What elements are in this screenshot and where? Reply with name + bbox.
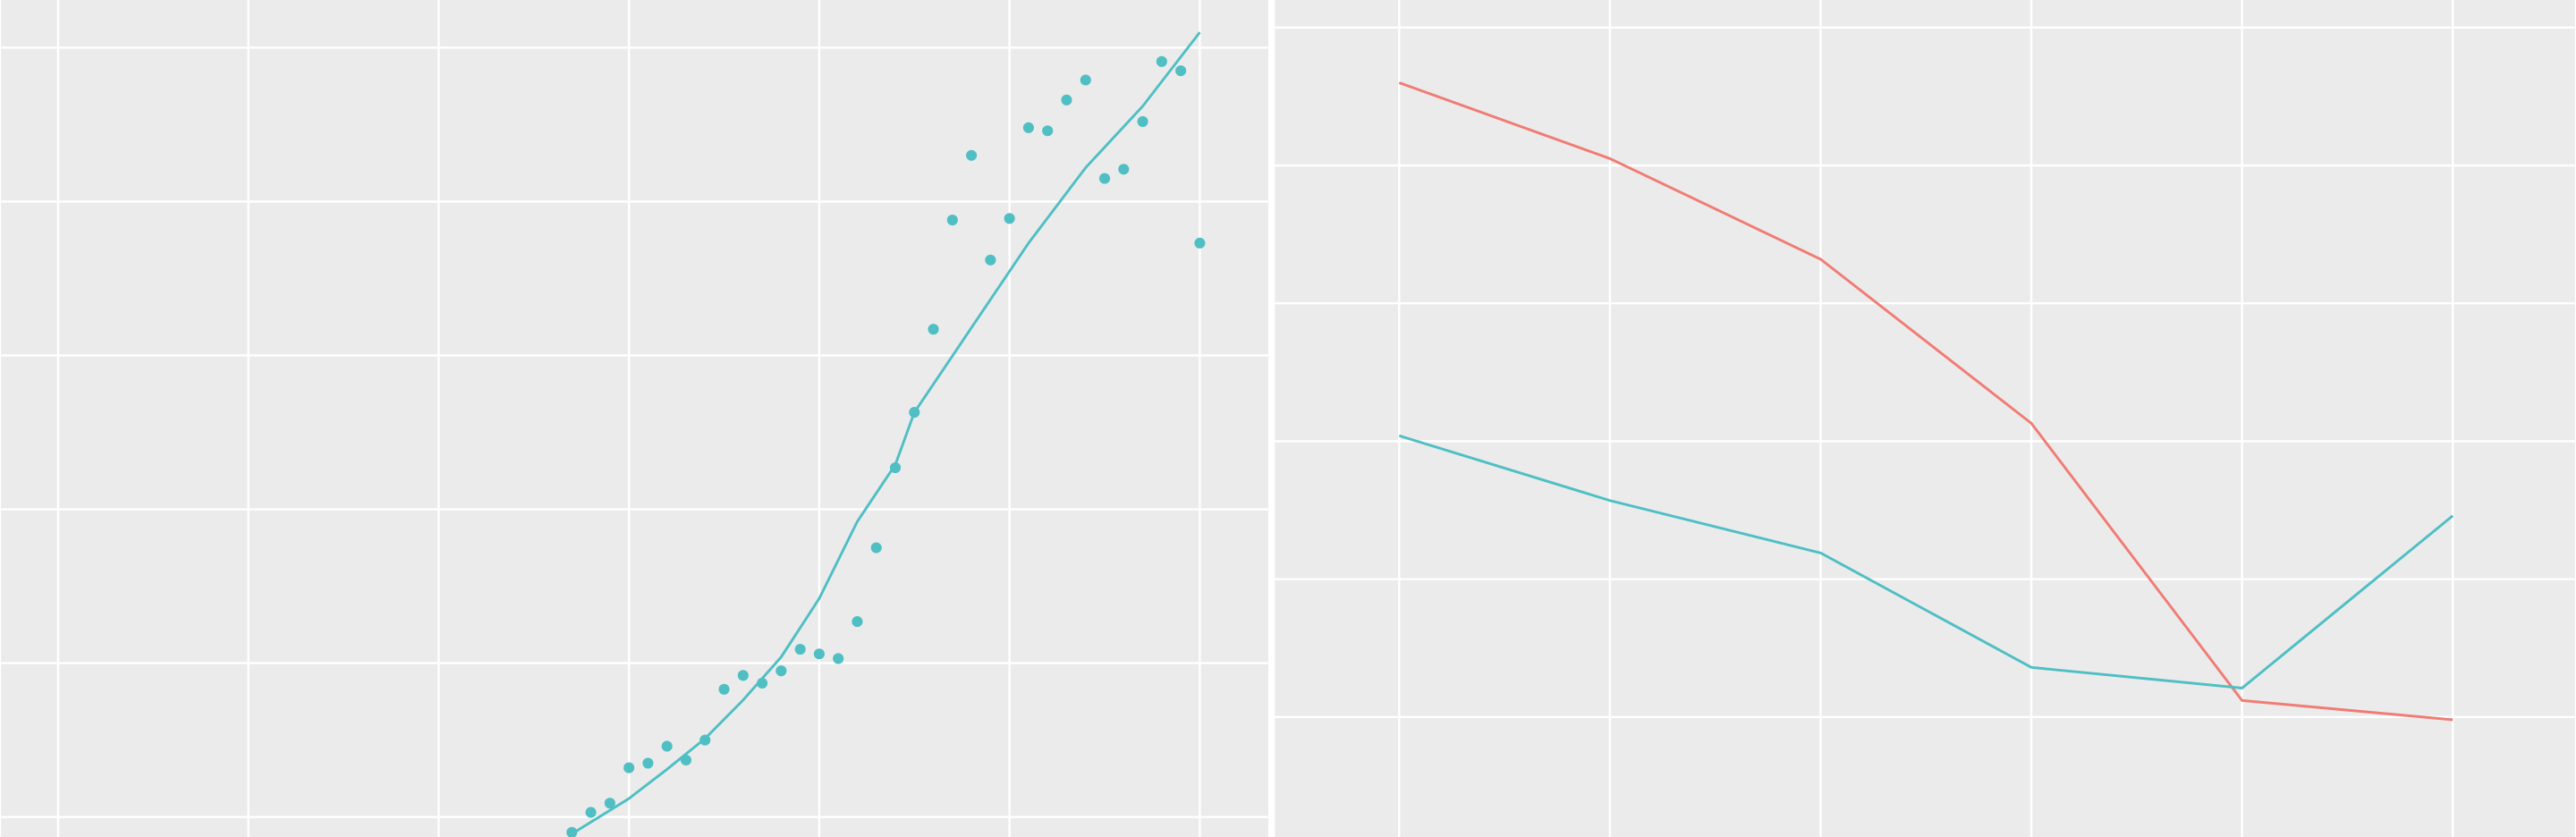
point (985, 254, 996, 266)
point (1080, 74, 1091, 86)
point (1004, 213, 1015, 224)
point (661, 740, 673, 752)
point (1098, 173, 1111, 184)
point (889, 462, 902, 474)
point (1061, 94, 1072, 106)
point (966, 149, 978, 161)
point (813, 648, 825, 660)
point (757, 677, 768, 689)
panel (1275, 0, 2575, 837)
point (833, 653, 844, 664)
trend-line (571, 31, 1201, 835)
panel (1, 0, 1268, 837)
point (909, 407, 920, 418)
point (699, 734, 711, 746)
point (680, 754, 692, 766)
point (775, 665, 787, 677)
point (1194, 237, 1206, 249)
panel-background (1, 0, 1268, 837)
point (1118, 164, 1130, 175)
point (585, 807, 597, 818)
point (737, 670, 749, 681)
point (642, 757, 654, 769)
point (1156, 55, 1167, 67)
panel-background (1275, 0, 2575, 837)
point (1022, 122, 1034, 133)
point (928, 324, 939, 335)
point (794, 644, 806, 655)
point (852, 616, 863, 628)
series-line (1398, 81, 2453, 722)
point (718, 683, 730, 695)
point (1137, 115, 1148, 127)
point (1042, 125, 1054, 137)
point (623, 762, 635, 774)
point (1175, 65, 1187, 77)
series-line (1398, 434, 2454, 689)
point (870, 542, 882, 554)
point (566, 826, 578, 837)
point (604, 798, 615, 809)
point (946, 214, 958, 226)
